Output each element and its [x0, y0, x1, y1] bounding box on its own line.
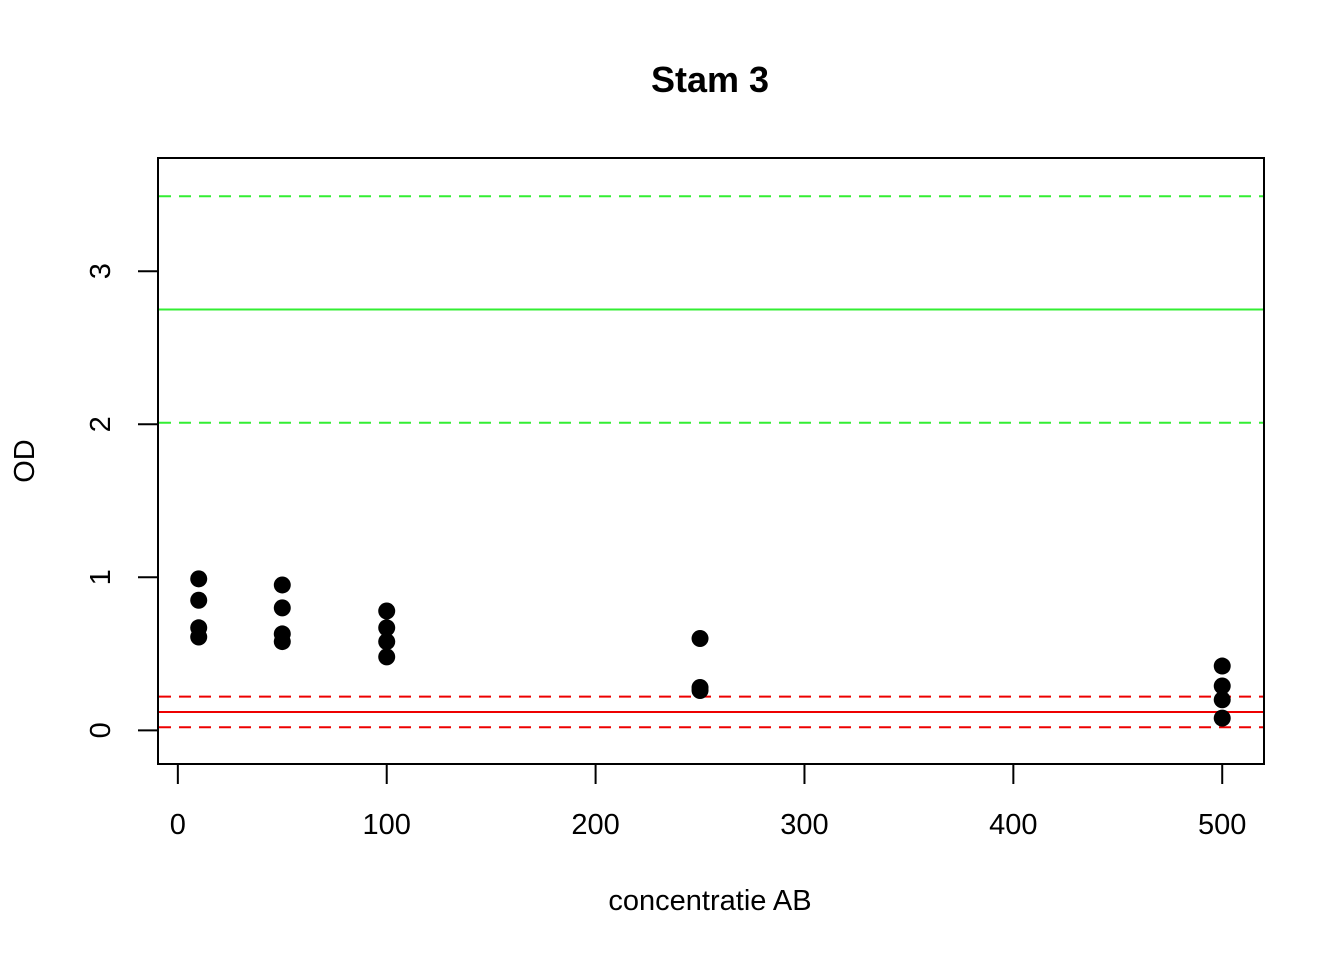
y-tick-label-0: 0	[85, 722, 117, 738]
y-tick-label-3: 3	[85, 263, 117, 279]
data-points	[190, 570, 1231, 727]
data-point-12	[691, 630, 709, 648]
data-point-7	[273, 633, 291, 651]
data-point-10	[378, 633, 396, 651]
data-point-18	[1213, 709, 1231, 727]
reference-lines	[159, 195, 1263, 729]
y-tick-label-1: 1	[85, 569, 117, 585]
data-point-17	[1213, 691, 1231, 709]
data-point-5	[273, 599, 291, 617]
x-tick-label-1: 100	[363, 809, 411, 841]
y-axis-label: OD	[9, 439, 41, 483]
data-point-8	[378, 602, 396, 620]
chart-title: Stam 3	[651, 59, 769, 100]
data-point-0	[190, 570, 208, 588]
data-point-11	[378, 648, 396, 666]
x-axis-label: concentratie AB	[608, 885, 811, 917]
data-point-4	[273, 576, 291, 594]
x-tick-label-5: 500	[1198, 809, 1246, 841]
x-tick-label-2: 200	[571, 809, 619, 841]
data-point-16	[1213, 677, 1231, 695]
data-point-1	[190, 591, 208, 609]
data-point-15	[1213, 657, 1231, 675]
data-point-14	[691, 682, 709, 700]
data-point-3	[190, 628, 208, 646]
x-tick-label-0: 0	[170, 809, 186, 841]
y-axis: 0 1 2 3	[85, 263, 159, 738]
x-tick-label-4: 400	[989, 809, 1037, 841]
data-point-9	[378, 619, 396, 637]
x-axis: 0 100 200 300 400 500	[170, 763, 1246, 841]
y-tick-label-2: 2	[85, 416, 117, 432]
x-tick-label-3: 300	[780, 809, 828, 841]
plot-frame	[157, 157, 1265, 765]
